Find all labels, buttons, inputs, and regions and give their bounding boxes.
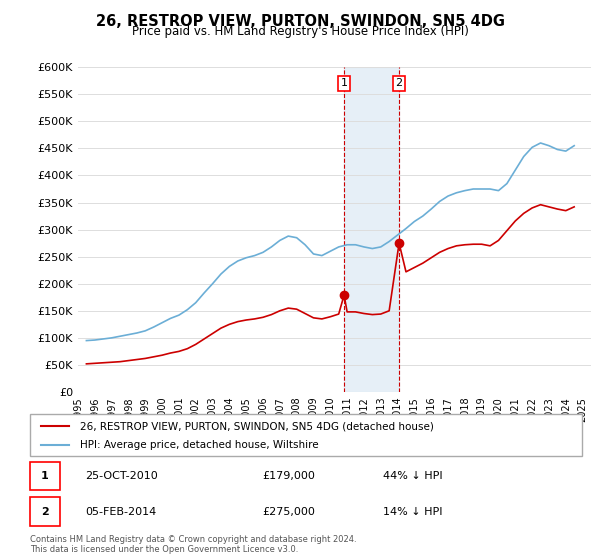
Text: 1: 1 — [341, 78, 347, 88]
Text: 25-OCT-2010: 25-OCT-2010 — [85, 471, 158, 481]
Text: HPI: Average price, detached house, Wiltshire: HPI: Average price, detached house, Wilt… — [80, 440, 319, 450]
Text: 2: 2 — [395, 78, 403, 88]
Text: 1: 1 — [41, 471, 49, 481]
Text: £275,000: £275,000 — [262, 507, 315, 516]
Text: 2: 2 — [41, 507, 49, 516]
FancyBboxPatch shape — [30, 414, 582, 456]
Text: Contains HM Land Registry data © Crown copyright and database right 2024.
This d: Contains HM Land Registry data © Crown c… — [30, 535, 356, 554]
Text: 05-FEB-2014: 05-FEB-2014 — [85, 507, 157, 516]
Bar — [344, 67, 399, 392]
Text: 14% ↓ HPI: 14% ↓ HPI — [383, 507, 443, 516]
Text: 44% ↓ HPI: 44% ↓ HPI — [383, 471, 443, 481]
FancyBboxPatch shape — [30, 461, 61, 491]
FancyBboxPatch shape — [30, 497, 61, 526]
Text: Price paid vs. HM Land Registry's House Price Index (HPI): Price paid vs. HM Land Registry's House … — [131, 25, 469, 38]
Text: 26, RESTROP VIEW, PURTON, SWINDON, SN5 4DG: 26, RESTROP VIEW, PURTON, SWINDON, SN5 4… — [95, 14, 505, 29]
Text: 26, RESTROP VIEW, PURTON, SWINDON, SN5 4DG (detached house): 26, RESTROP VIEW, PURTON, SWINDON, SN5 4… — [80, 421, 434, 431]
Text: £179,000: £179,000 — [262, 471, 315, 481]
